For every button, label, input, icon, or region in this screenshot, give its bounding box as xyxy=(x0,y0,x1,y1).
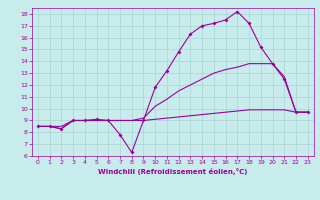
X-axis label: Windchill (Refroidissement éolien,°C): Windchill (Refroidissement éolien,°C) xyxy=(98,168,247,175)
